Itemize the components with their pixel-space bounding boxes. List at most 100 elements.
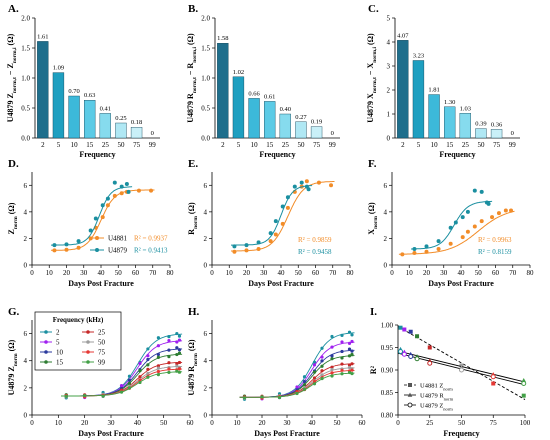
x-tick-label: 20 bbox=[81, 419, 89, 427]
data-point-5 bbox=[340, 340, 344, 344]
data-point-u4881 bbox=[424, 249, 429, 254]
legend-label: 10 bbox=[56, 349, 64, 357]
y-tick-label: 6 bbox=[24, 182, 28, 190]
y-tick-label: 6 bbox=[24, 330, 28, 338]
data-point-u4881 bbox=[448, 241, 453, 246]
bar-value-label: 1.09 bbox=[53, 65, 64, 72]
bar-2 bbox=[37, 41, 49, 139]
x-tick-label: 30 bbox=[260, 269, 268, 277]
x-tick-label: 99 bbox=[329, 141, 337, 149]
x-tick-label: 75 bbox=[313, 141, 321, 149]
legend-marker bbox=[86, 330, 90, 334]
data-point-15 bbox=[138, 369, 142, 373]
x-tick-label: 60 bbox=[187, 419, 195, 427]
data-point-99 bbox=[101, 394, 105, 398]
data-point-25 bbox=[340, 362, 344, 366]
data-point-2 bbox=[330, 334, 334, 339]
data-point-u4879 bbox=[285, 195, 290, 200]
data-point-circle bbox=[408, 354, 414, 359]
data-point-10 bbox=[350, 349, 354, 353]
x-tick-label: 50 bbox=[334, 419, 342, 427]
legend-marker bbox=[95, 248, 99, 252]
data-point-u4879 bbox=[126, 189, 131, 194]
data-point-u4879 bbox=[306, 187, 311, 192]
panel-letter: I. bbox=[370, 306, 377, 318]
data-point-u4881 bbox=[316, 180, 321, 185]
x-tick-label: 70 bbox=[509, 269, 517, 277]
x-tick-label: 60 bbox=[359, 419, 367, 427]
x-tick-label: 40 bbox=[458, 269, 466, 277]
x-tick-label: 15 bbox=[86, 141, 94, 149]
legend-label: 2 bbox=[56, 329, 60, 337]
data-point-u4879 bbox=[292, 184, 297, 189]
x-tick-label: 2 bbox=[221, 141, 225, 149]
data-point-50 bbox=[320, 373, 324, 377]
x-axis-title: Frequency bbox=[439, 150, 475, 159]
data-point-2 bbox=[350, 333, 354, 337]
data-point-50 bbox=[146, 371, 150, 376]
data-point-15 bbox=[330, 357, 334, 361]
fit-curve-u4879 bbox=[231, 185, 313, 246]
x-tick-label: 30 bbox=[284, 419, 292, 427]
r2-label: R² = 0.9859 bbox=[298, 236, 332, 244]
x-tick-label: 50 bbox=[297, 141, 305, 149]
y-tick-label: 6 bbox=[204, 330, 208, 338]
data-point-u4881 bbox=[64, 247, 69, 252]
x-tick-label: 70 bbox=[149, 269, 157, 277]
bar-5 bbox=[412, 60, 425, 139]
y-axis-title: Xnorm (Ω) bbox=[367, 202, 379, 235]
bar-15 bbox=[444, 106, 456, 139]
legend-marker bbox=[407, 392, 413, 397]
data-point-25 bbox=[330, 365, 334, 369]
data-point-u4881 bbox=[280, 221, 285, 226]
data-point-5 bbox=[350, 339, 354, 344]
y-tick-label: 0.5 bbox=[21, 105, 30, 113]
data-point-u4879 bbox=[460, 215, 465, 220]
x-tick-label: 75 bbox=[493, 141, 501, 149]
r2-label: R² = 0.9458 bbox=[298, 248, 332, 256]
data-point-99 bbox=[177, 370, 182, 374]
legend-r2: R² = 0.9413 bbox=[134, 247, 168, 255]
x-tick-label: 50 bbox=[475, 269, 483, 277]
y-tick-label: 2.0 bbox=[201, 15, 210, 23]
bar-panel-a: A. 0.0 0.5 1.0 1.5 2.0 1.61 2 1.09 5 0.70 10 0.63 15 0… bbox=[6, 3, 160, 159]
data-point-15 bbox=[320, 364, 324, 368]
data-point-10 bbox=[127, 378, 132, 382]
data-point-circle bbox=[398, 349, 404, 355]
data-point-square bbox=[408, 329, 413, 334]
data-point-circle bbox=[401, 351, 407, 357]
bar-value-label: 0.61 bbox=[264, 93, 275, 100]
r2-label: R² = 0.9963 bbox=[478, 236, 512, 244]
y-tick-label: 0.0 bbox=[21, 135, 30, 143]
y-tick-label: 1 bbox=[387, 111, 391, 119]
bar-value-label: 0.63 bbox=[84, 92, 95, 99]
y-tick-label: 3 bbox=[387, 63, 391, 71]
data-point-u4879 bbox=[479, 189, 484, 194]
x-tick-label: 40 bbox=[134, 419, 142, 427]
legend-label: U4879 Rnorm bbox=[420, 393, 454, 402]
data-point-u4881 bbox=[503, 208, 508, 213]
panel-letter: D. bbox=[8, 158, 19, 170]
data-point-u4881 bbox=[496, 211, 501, 216]
data-point-u4879 bbox=[256, 240, 261, 245]
data-point-10 bbox=[177, 348, 182, 352]
x-tick-label: 10 bbox=[406, 269, 414, 277]
data-point-u4881 bbox=[479, 219, 484, 224]
bar-value-label: 0.70 bbox=[68, 88, 79, 95]
data-point-u4881 bbox=[472, 224, 477, 229]
data-point-5 bbox=[320, 355, 324, 359]
data-point-75 bbox=[167, 367, 171, 371]
bar-panel-b: B. 0.0 0.5 1.0 1.5 2.0 1.58 2 1.02 5 0.66 10 0.61 15 0… bbox=[186, 3, 340, 159]
data-point-u4879 bbox=[112, 180, 117, 185]
data-point-25 bbox=[156, 364, 160, 368]
legend-marker bbox=[44, 330, 48, 334]
panel-letter: A. bbox=[8, 3, 19, 15]
data-point-u4879 bbox=[273, 219, 278, 224]
data-point-10 bbox=[175, 346, 179, 350]
data-point-u4881 bbox=[465, 229, 470, 234]
data-point-2 bbox=[347, 330, 352, 334]
data-point-5 bbox=[177, 338, 182, 342]
y-tick-label: 1.5 bbox=[21, 45, 30, 53]
legend-marker bbox=[95, 236, 99, 240]
